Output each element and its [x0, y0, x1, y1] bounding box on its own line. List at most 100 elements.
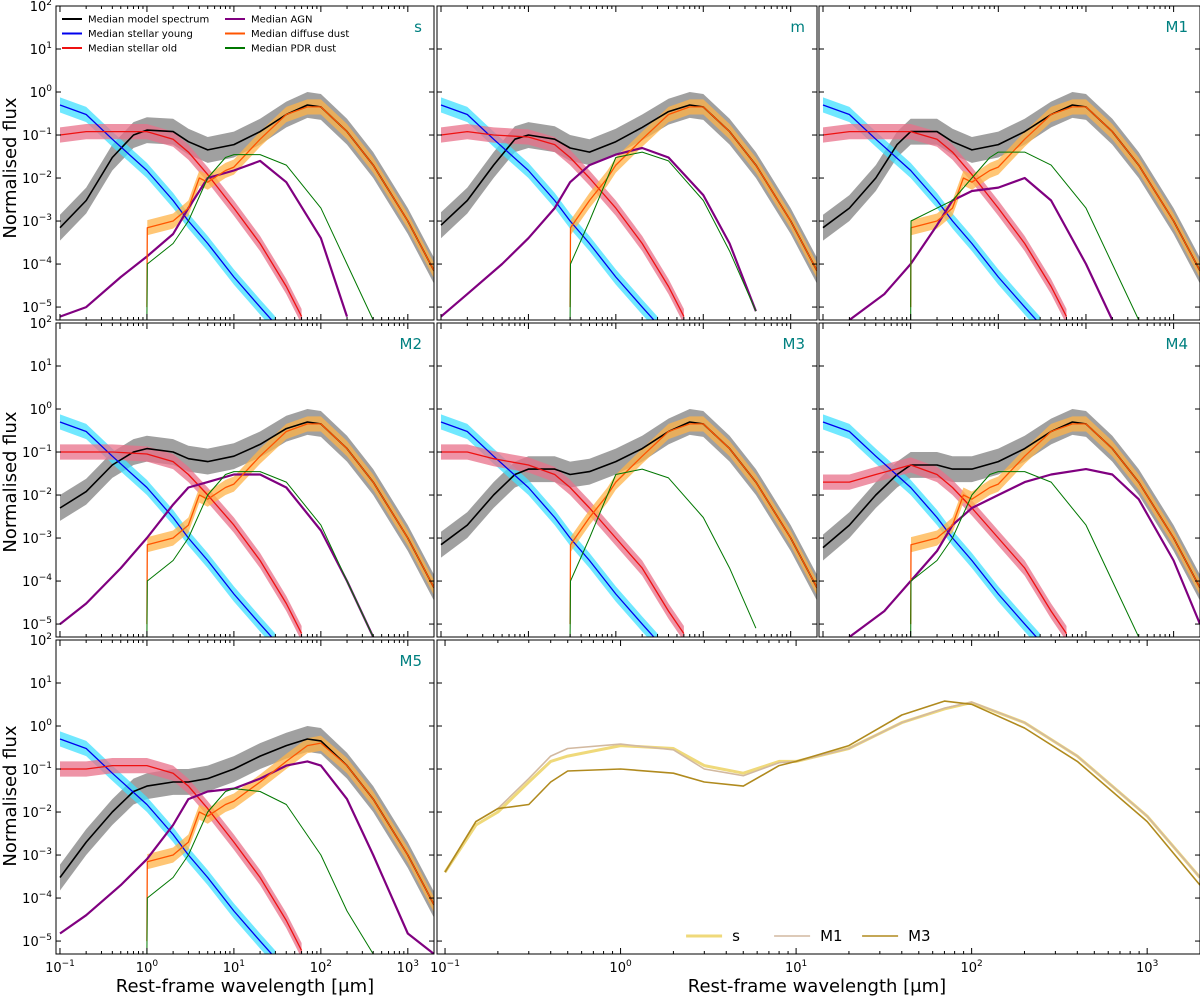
agn-spectrum-line: [848, 176, 1114, 320]
x-tick-label: 101: [785, 959, 807, 976]
panel-M2: 10−5 10−4 10−3 10−2 10−1 100 101 102 M2: [22, 315, 435, 638]
panel-M3: M3: [436, 322, 818, 638]
pdr-spectrum-line: [146, 471, 374, 637]
old-uncertainty-band: [60, 124, 302, 320]
old-spectrum-line: [823, 464, 1068, 634]
total-uncertainty-band: [441, 409, 817, 601]
y-tick-label: 10−2: [22, 487, 52, 504]
y-tick-label: 10−2: [22, 170, 52, 187]
young-uncertainty-band: [441, 414, 658, 637]
legend-label-diffuse: Median diffuse dust: [251, 29, 349, 40]
diffuse-spectrum-line: [146, 106, 434, 308]
old-spectrum-line: [440, 130, 685, 317]
legend-label-pdr: Median PDR dust: [251, 44, 336, 55]
young-spectrum-line: [59, 738, 273, 954]
panel-plot-area: [59, 409, 434, 637]
total-uncertainty-band: [60, 92, 434, 284]
x-tick-label: 102: [310, 959, 332, 976]
young-spectrum-line: [440, 421, 655, 637]
series-line-s: [443, 701, 1200, 879]
y-tick-label: 10−4: [22, 890, 52, 907]
young-uncertainty-band: [441, 97, 658, 320]
pdr-spectrum-line: [146, 788, 374, 954]
diffuse-uncertainty-band: [910, 416, 1200, 632]
y-axis-label-top: Normalised flux: [0, 97, 21, 238]
y-tick-label: 101: [30, 41, 52, 58]
panel-plot-area: [822, 92, 1200, 320]
diffuse-uncertainty-band: [570, 416, 817, 632]
pdr-spectrum-line: [910, 151, 1140, 320]
agn-spectrum-line: [440, 146, 757, 318]
diffuse-uncertainty-band: [146, 416, 434, 632]
panel-M5: 10−5 10−4 10−3 10−2 10−1 100 101 102 10−1 100 101 1…: [22, 632, 435, 976]
component-legend: Median model spectrum Median stellar youn…: [62, 15, 349, 55]
panel-frame: [436, 5, 818, 321]
y-tick-label: 10−4: [22, 256, 52, 273]
panel-frame: [55, 639, 435, 955]
old-uncertainty-band: [823, 457, 1067, 637]
panel-label: m: [790, 18, 805, 36]
series-line-M1: [444, 701, 1200, 879]
x-tick-label: 102: [960, 959, 982, 976]
panel-s: 10−5 10−4 10−3 10−2 10−1 100 101 102 s: [22, 0, 435, 321]
old-spectrum-line: [822, 130, 1068, 317]
diffuse-spectrum-line: [910, 423, 1200, 625]
x-tick-label: 100: [609, 959, 632, 976]
young-uncertainty-band: [823, 97, 1041, 320]
panel-plot-area: [59, 92, 434, 320]
y-axis-label-bottom: Normalised flux: [0, 725, 21, 866]
y-tick-label: 10−1: [22, 761, 52, 778]
total-uncertainty-band: [441, 92, 817, 284]
young-uncertainty-band: [60, 97, 276, 320]
y-tick-label: 10−1: [22, 444, 52, 461]
young-spectrum-line: [440, 104, 655, 320]
y-tick-label: 102: [30, 315, 52, 332]
y-tick-label: 10−5: [22, 933, 52, 950]
y-tick-label: 102: [30, 0, 52, 15]
diffuse-uncertainty-band: [146, 735, 434, 949]
old-spectrum-line: [59, 130, 303, 317]
y-tick-label: 10−5: [22, 299, 52, 316]
y-tick-label: 10−3: [22, 213, 52, 230]
total-uncertainty-band: [823, 409, 1200, 601]
legend-label-M3: M3: [908, 927, 931, 945]
panel-label: M5: [400, 652, 423, 670]
old-uncertainty-band: [823, 124, 1067, 320]
young-uncertainty-band: [60, 414, 276, 637]
agn-spectrum-line: [848, 468, 1200, 637]
old-spectrum-line: [60, 451, 303, 634]
young-spectrum-line: [59, 421, 273, 637]
diffuse-uncertainty-band: [146, 99, 434, 315]
panel-label: M3: [783, 335, 806, 353]
panel-frame: [55, 322, 435, 638]
x-tick-label: 100: [136, 959, 159, 976]
young-uncertainty-band: [823, 414, 1041, 637]
panel-label: M4: [1166, 335, 1189, 353]
x-tick-label: 10−1: [45, 959, 75, 976]
panel-label: s: [414, 18, 422, 36]
y-tick-label: 10−4: [22, 573, 52, 590]
y-tick-label: 10−5: [22, 616, 52, 633]
panel-frame: [436, 322, 818, 638]
legend-label-s: s: [732, 927, 740, 945]
panel-label: M2: [400, 335, 423, 353]
young-spectrum-line: [822, 104, 1038, 320]
old-spectrum-line: [60, 764, 303, 951]
panel-frame: [436, 639, 1200, 955]
y-tick-label: 101: [30, 675, 52, 692]
diffuse-spectrum-line: [910, 106, 1200, 308]
old-spectrum-line: [441, 451, 685, 634]
agn-spectrum-line: [59, 473, 375, 637]
panel-plot-area: [440, 92, 817, 320]
y-tick-label: 101: [30, 358, 52, 375]
legend-label-old: Median stellar old: [88, 44, 177, 55]
series-line-M3: [444, 700, 1200, 886]
x-tick-label: 10−1: [430, 959, 460, 976]
legend-label-young: Median stellar young: [88, 29, 193, 40]
y-tick-label: 10−1: [22, 127, 52, 144]
panel-label: M1: [1166, 18, 1189, 36]
panel-plot-area: [443, 700, 1200, 886]
pdr-spectrum-line: [146, 154, 374, 320]
young-spectrum-line: [822, 421, 1038, 637]
panel-plot-area: [822, 409, 1200, 637]
